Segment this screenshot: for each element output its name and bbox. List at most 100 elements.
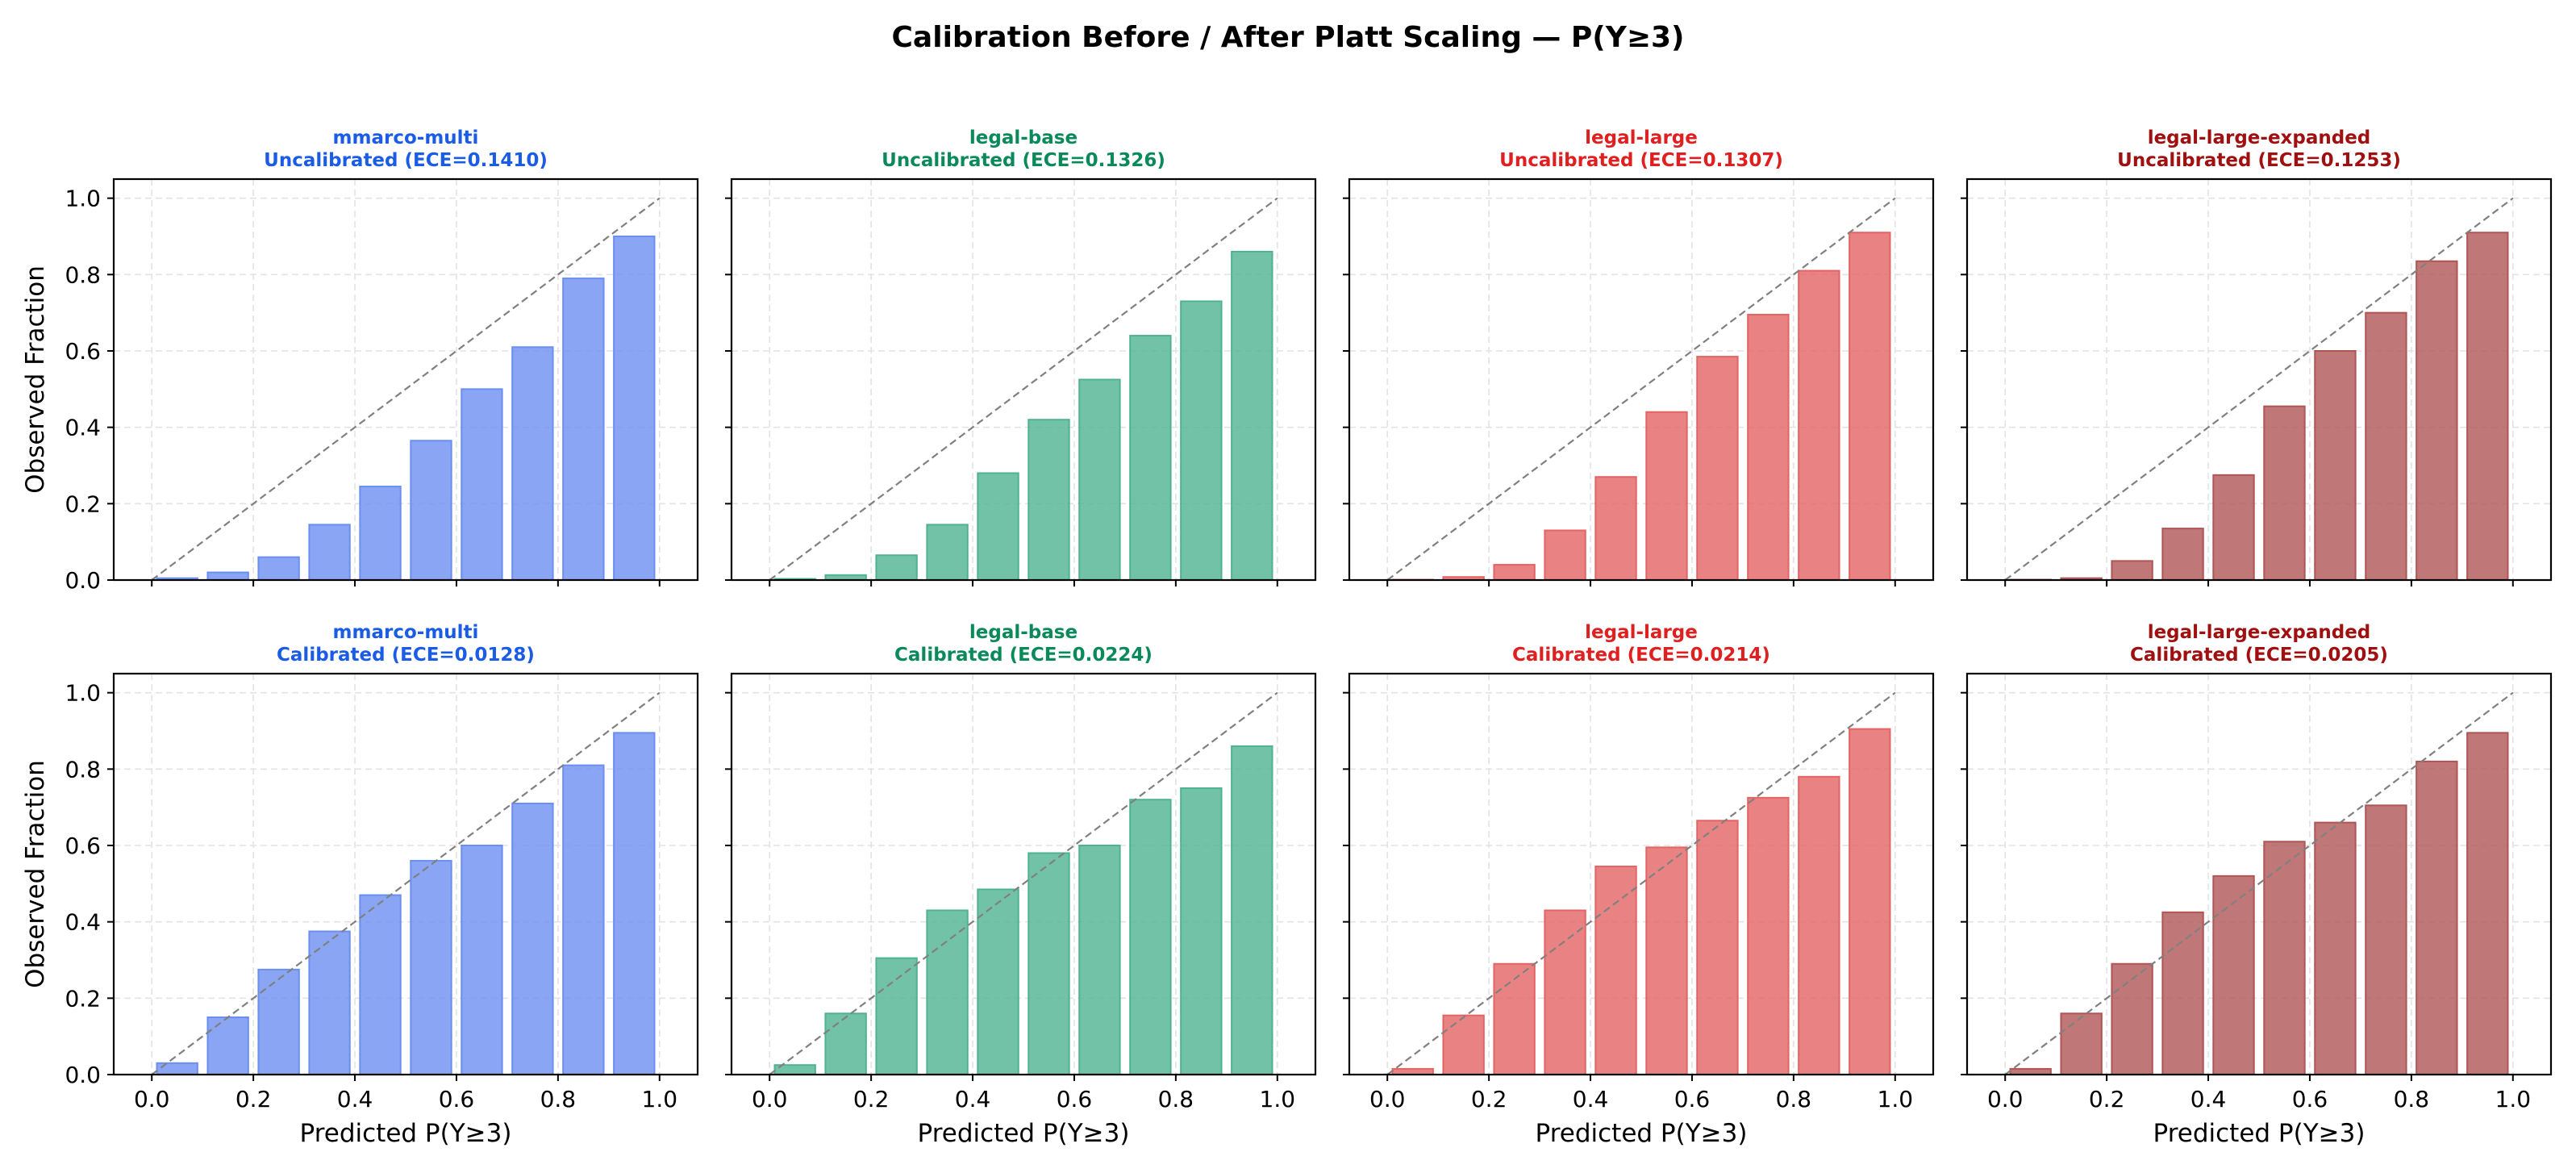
bar xyxy=(2263,841,2306,1076)
axes-frame xyxy=(1965,177,2553,582)
panel-title: legal-base Calibrated (ECE=0.0224) xyxy=(894,622,1153,666)
x-tick-label: 0.0 xyxy=(1369,1086,1406,1112)
x-tick-label: 0.6 xyxy=(439,1086,475,1112)
panel-legal-large-expanded-uncalibrated: legal-large-expanded Uncalibrated (ECE=0.… xyxy=(1961,127,2553,586)
bar xyxy=(156,1062,198,1076)
panel-title: legal-large-expanded Calibrated (ECE=0.02… xyxy=(2130,622,2388,666)
bar xyxy=(1493,564,1536,581)
x-tick-label: 1.0 xyxy=(1878,1086,1914,1112)
y-tick-label: 0.6 xyxy=(65,833,101,859)
x-axis-label: Predicted P(Y≥3) xyxy=(300,1119,512,1148)
axes-frame xyxy=(112,672,699,1076)
bar xyxy=(257,968,300,1076)
bar xyxy=(1129,799,1172,1075)
bar xyxy=(2212,474,2255,581)
bar xyxy=(359,894,402,1075)
bar xyxy=(2416,760,2458,1075)
axes-frame xyxy=(1965,672,2553,1076)
panel-title: legal-large-expanded Uncalibrated (ECE=0.… xyxy=(2117,127,2401,171)
panel-title-model: legal-large xyxy=(1585,622,1698,643)
panel-legal-large-expanded-calibrated: legal-large-expanded Calibrated (ECE=0.02… xyxy=(1961,622,2553,1148)
y-tick-label: 1.0 xyxy=(65,680,101,707)
bar xyxy=(2466,732,2509,1075)
panel-title-ece: Uncalibrated (ECE=0.1410) xyxy=(264,150,548,171)
perfect-calibration-line xyxy=(151,691,661,1075)
bar xyxy=(1493,962,1536,1075)
bar xyxy=(1231,250,1273,581)
panel-title-model: legal-large xyxy=(1585,127,1698,148)
panel-legal-large-calibrated: legal-large Calibrated (ECE=0.0214) 0.0 0.2… xyxy=(1343,622,1935,1148)
bar xyxy=(2161,911,2204,1076)
bar xyxy=(926,524,969,581)
bar xyxy=(1231,745,1273,1076)
bar xyxy=(1078,378,1121,581)
perfect-calibration-line xyxy=(2004,197,2514,581)
panel-title-model: mmarco-multi xyxy=(333,622,479,643)
bar xyxy=(2365,804,2407,1075)
y-tick-label: 0.2 xyxy=(65,490,101,517)
bar xyxy=(1696,820,1739,1075)
bar xyxy=(1129,335,1172,581)
x-tick-label: 0.4 xyxy=(337,1086,373,1112)
bar xyxy=(2314,821,2357,1075)
bar xyxy=(2314,350,2357,581)
axes-frame xyxy=(730,177,1317,582)
x-tick-label: 0.8 xyxy=(1776,1086,1812,1112)
bar xyxy=(562,764,605,1075)
bar xyxy=(2111,962,2153,1075)
perfect-calibration-line xyxy=(1386,197,1896,581)
y-tick-label: 0.4 xyxy=(65,909,101,936)
x-tick-label: 0.0 xyxy=(134,1086,170,1112)
x-tick-label: 0.2 xyxy=(236,1086,272,1112)
panel-title: legal-large Calibrated (ECE=0.0214) xyxy=(1512,622,1770,666)
x-tick-label: 1.0 xyxy=(1260,1086,1296,1112)
y-tick-label: 0.0 xyxy=(65,1062,101,1088)
bar xyxy=(461,845,503,1075)
bar xyxy=(308,930,351,1075)
bar xyxy=(613,236,656,581)
panel-mmarco-multi-uncalibrated: mmarco-multi Uncalibrated (ECE=0.1410) 0.0… xyxy=(21,127,699,594)
panel-title: mmarco-multi Calibrated (ECE=0.0128) xyxy=(277,622,535,666)
bar xyxy=(1180,300,1223,581)
panel-title-ece: Calibrated (ECE=0.0224) xyxy=(894,645,1153,666)
y-tick-label: 0.6 xyxy=(65,338,101,365)
panel-title-ece: Calibrated (ECE=0.0205) xyxy=(2130,645,2388,666)
bar xyxy=(1180,787,1223,1075)
bar xyxy=(562,278,605,581)
bar xyxy=(257,556,300,581)
y-axis-label: Observed Fraction xyxy=(21,265,50,494)
x-tick-label: 0.0 xyxy=(1987,1086,2024,1112)
bar xyxy=(1645,411,1688,581)
bar xyxy=(1798,269,1840,581)
bar xyxy=(2212,875,2255,1076)
y-axis-label: Observed Fraction xyxy=(21,760,50,988)
bar xyxy=(875,554,918,582)
y-tick-label: 0.8 xyxy=(65,756,101,783)
bar xyxy=(1747,796,1790,1075)
perfect-calibration-line xyxy=(2004,691,2514,1075)
axes-frame xyxy=(112,177,699,582)
y-tick-label: 0.0 xyxy=(65,567,101,594)
bar xyxy=(1849,232,1891,581)
panel-legal-large-uncalibrated: legal-large Uncalibrated (ECE=0.1307) xyxy=(1343,127,1935,586)
bar xyxy=(1798,775,1840,1075)
bar xyxy=(1027,419,1070,582)
x-tick-label: 0.2 xyxy=(2089,1086,2125,1112)
panel-title: legal-large Uncalibrated (ECE=0.1307) xyxy=(1499,127,1783,171)
perfect-calibration-line xyxy=(769,691,1278,1075)
x-tick-label: 0.6 xyxy=(1674,1086,1711,1112)
x-tick-label: 1.0 xyxy=(642,1086,678,1112)
y-tick-label: 0.8 xyxy=(65,261,101,288)
bar xyxy=(511,802,554,1076)
x-tick-label: 0.2 xyxy=(1471,1086,1507,1112)
x-axis-label: Predicted P(Y≥3) xyxy=(918,1119,1130,1148)
bar xyxy=(977,888,1019,1076)
bar xyxy=(410,859,452,1076)
perfect-calibration-line xyxy=(769,197,1278,581)
bar xyxy=(511,346,554,581)
perfect-calibration-line xyxy=(151,197,661,581)
panel-title-ece: Calibrated (ECE=0.0214) xyxy=(1512,645,1770,666)
bar xyxy=(308,524,351,581)
bar xyxy=(824,1012,867,1076)
